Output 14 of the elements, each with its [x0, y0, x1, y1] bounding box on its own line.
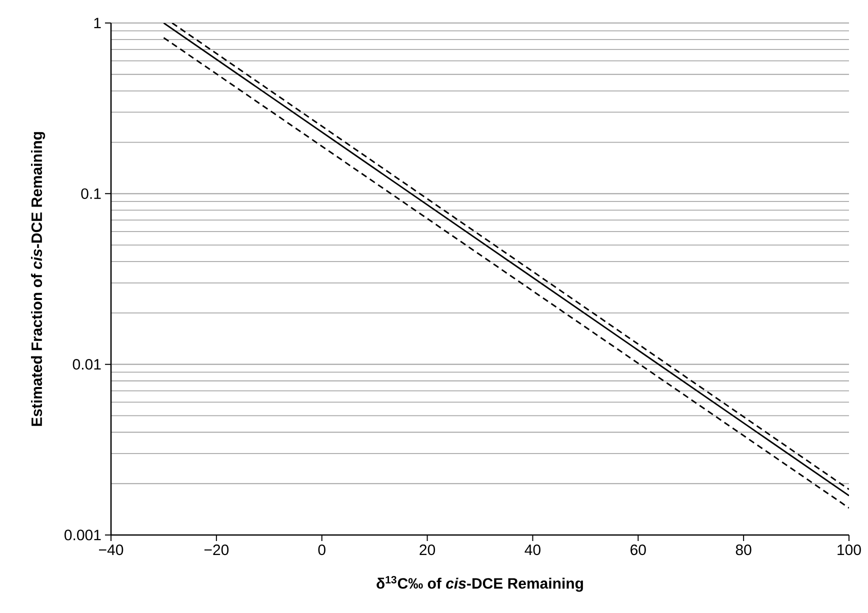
x-tick-label: 100: [838, 544, 861, 556]
y-tick-label: 0.001: [64, 530, 101, 540]
x-tick-label: 60: [630, 544, 646, 556]
x-axis-title: δ$^{13}$C‰ of cis-DCE Remaining: [376, 576, 583, 592]
x-tick-label: 0: [318, 544, 326, 556]
x-tick-label: 40: [524, 544, 540, 556]
y-tick-label: 0.1: [81, 188, 101, 199]
y-axis-title: Estimated Fraction of cis-DCE Remaining: [31, 132, 46, 426]
x-tick-label: −20: [204, 544, 229, 556]
y-tick-label: 1: [94, 18, 101, 28]
y-tick-label: 0.01: [72, 359, 101, 370]
x-tick-label: 80: [736, 544, 752, 556]
x-tick-label: 20: [420, 544, 436, 556]
x-tick-label: −40: [99, 544, 124, 556]
